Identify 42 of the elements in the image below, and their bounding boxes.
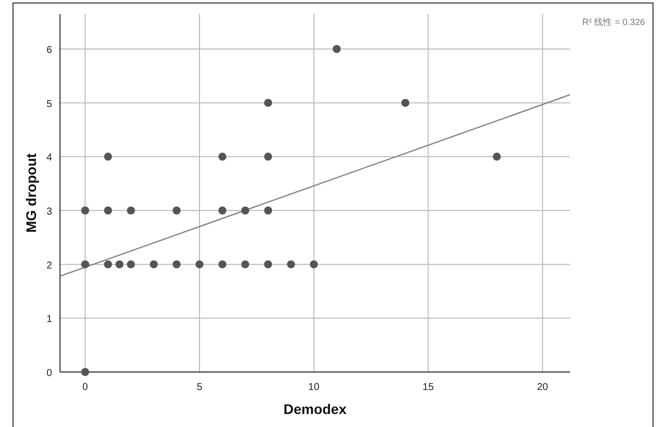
y-tick-label: 5 [46,98,52,110]
point [196,260,204,268]
point [172,260,181,268]
point [218,260,226,268]
point [81,260,90,268]
point [81,206,90,214]
point [332,44,341,53]
point [172,206,181,214]
point [492,152,501,161]
point [104,260,112,268]
point [286,260,295,268]
point [264,206,272,214]
point [104,206,112,214]
x-tick-label: 15 [422,382,434,393]
y-tick-label: 6 [46,44,52,56]
x-tick-label: 0 [82,382,88,393]
point [104,152,112,161]
x-tick-label: 5 [196,382,203,393]
y-tick-label: 1 [46,314,52,326]
point [81,368,90,376]
x-tick-label: 10 [308,382,320,393]
y-tick-label: 2 [46,260,52,272]
point [126,260,135,268]
x-tick-label: 20 [536,382,549,393]
point [241,260,250,268]
point [150,260,158,268]
point [115,260,124,268]
point [401,98,410,107]
y-axis-title: MG dropout [23,153,39,233]
y-tick-label: 0 [46,368,52,379]
point [126,206,135,214]
x-axis-title: Demodex [283,401,347,417]
text: R² 线性 = 0.326 [582,17,645,27]
point [264,98,272,107]
point [310,260,318,268]
point [218,206,226,214]
point [264,260,272,268]
point [264,152,272,161]
point [218,152,226,161]
y-tick-label: 4 [46,152,52,164]
y-tick-label: 3 [46,206,52,218]
point [241,206,250,214]
